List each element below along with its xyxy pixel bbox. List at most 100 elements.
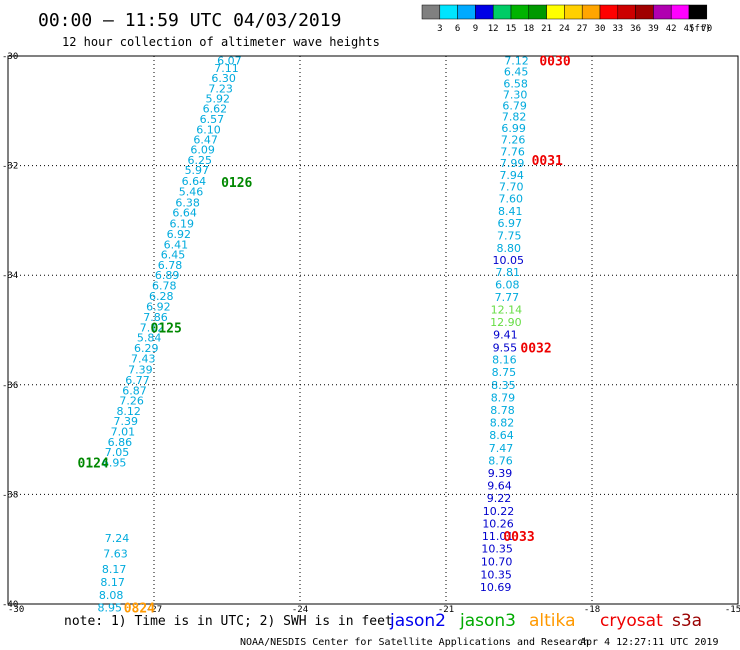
wave-height-label: 8.82: [490, 417, 515, 430]
wave-height-label: 7.23: [208, 82, 233, 95]
wave-height-label: 6.47: [193, 133, 218, 146]
wave-height-label: 6.92: [167, 228, 192, 241]
wave-height-label: 6.10: [196, 123, 221, 136]
wave-height-label: 6.89: [155, 269, 180, 282]
y-tick-label: -40: [2, 600, 18, 610]
footer-timestamp: Apr 4 12:27:11 UTC 2019: [580, 637, 718, 648]
colorbar-label: 39: [648, 24, 659, 34]
colorbar-swatch: [492, 4, 512, 20]
wave-height-label: 7.01: [111, 425, 136, 438]
colorbar-swatch: [688, 4, 708, 20]
wave-height-label: 7.12: [504, 54, 529, 67]
wave-height-label: 6.86: [108, 436, 133, 449]
wave-height-label: 10.69: [480, 581, 512, 594]
wave-height-label: 8.79: [491, 391, 516, 404]
time-label: 0030: [539, 54, 570, 69]
colorbar-swatch: [546, 4, 565, 20]
legend-item: jason2: [389, 611, 446, 631]
legend-item: s3a: [672, 611, 702, 631]
wave-height-label: 6.97: [498, 217, 523, 230]
wave-height-label: 6.78: [152, 280, 177, 293]
colorbar-swatch: [653, 4, 672, 20]
colorbar-label: 18: [523, 24, 534, 34]
legend-item: altika: [529, 611, 576, 631]
colorbar: 3 6 9 12 15 18 21 24 27 30 33 36 39 42 45 70(ft): [421, 4, 712, 34]
wave-height-label: 6.99: [501, 122, 526, 135]
colorbar-label: 12: [488, 24, 499, 34]
wave-height-label: 6.38: [175, 196, 200, 209]
colorbar-swatch: [457, 4, 476, 20]
wave-height-label: 7.05: [105, 446, 130, 459]
wave-height-label: 7.26: [501, 133, 526, 146]
wave-height-label: 6.25: [187, 154, 212, 167]
wave-height-label: 7.60: [498, 192, 523, 205]
wave-height-label: 11.01: [482, 530, 514, 543]
wave-height-label: 7.43: [131, 352, 156, 365]
chart-title: 00:00 – 11:59 UTC 04/03/2019: [38, 10, 341, 31]
colorbar-label: 36: [630, 24, 641, 34]
wave-height-label: 9.41: [493, 328, 518, 341]
wave-height-label: 9.22: [487, 492, 512, 505]
wave-height-label: 6.07: [217, 54, 242, 67]
colorbar-unit: (ft): [689, 24, 711, 34]
colorbar-swatch: [528, 4, 547, 20]
plot-border: [7, 55, 739, 605]
wave-height-label: 6.30: [211, 72, 236, 85]
y-tick-label: -38: [2, 490, 18, 500]
wave-height-label: 10.26: [482, 517, 514, 530]
wave-height-label: 7.39: [128, 363, 153, 376]
axis-ticks: -30 -27 -24 -21 -18 -15 -30 -32 -34 -36 -38 -40: [2, 52, 740, 615]
wave-height-label: 7.82: [502, 110, 527, 123]
colorbar-swatch: [475, 4, 494, 20]
wave-height-label: 9.39: [488, 467, 513, 480]
colorbar-swatch: [599, 4, 619, 20]
time-label: 0125: [151, 321, 182, 336]
colorbar-label: 70: [701, 24, 712, 34]
wave-height-label: 7.75: [497, 230, 522, 243]
time-label: 0124: [78, 457, 109, 472]
wave-height-label: 12.90: [490, 316, 522, 329]
colorbar-label: 30: [595, 24, 606, 34]
wave-height-label: 8.41: [498, 205, 523, 218]
wave-height-label: 10.05: [493, 254, 525, 267]
colorbar-label: 42: [666, 24, 677, 34]
wave-height-label: 7.94: [499, 169, 524, 182]
wave-height-label: 12.14: [491, 304, 523, 317]
y-tick-label: -32: [2, 162, 18, 172]
colorbar-swatch: [510, 4, 530, 20]
wave-height-label: 6.19: [169, 218, 194, 231]
x-tick-label: -24: [292, 605, 308, 615]
x-tick-label: -15: [725, 605, 740, 615]
wave-height-label: 10.22: [483, 505, 515, 518]
wave-height-label: 6.08: [495, 279, 520, 292]
wave-height-label: 6.79: [502, 99, 527, 112]
wave-height-label: 8.78: [490, 404, 515, 417]
wave-height-label: 8.08: [99, 589, 124, 602]
wave-height-label: 8.17: [100, 576, 125, 589]
wave-height-label: 6.78: [158, 259, 183, 272]
wave-height-label: 7.77: [495, 291, 520, 304]
wave-height-label: 6.77: [125, 374, 150, 387]
time-labels: 0126 0125 0124 0824 0030 0031 0032 0033: [78, 54, 571, 616]
wave-height-label: 6.64: [172, 207, 197, 220]
wave-height-label: 8.16: [492, 354, 517, 367]
note-text: note: 1) Time is in UTC; 2) SWH is in fe…: [64, 614, 393, 629]
wave-height-label: 7.24: [105, 532, 130, 545]
wave-height-label: 6.58: [503, 77, 528, 90]
wave-height-label: 7.26: [119, 395, 144, 408]
x-tick-label: -27: [146, 605, 162, 615]
plot-area: [7, 55, 739, 605]
y-tick-label: -30: [2, 52, 18, 62]
wave-height-label: 6.95: [102, 457, 127, 470]
wave-height-label: 5.46: [179, 185, 204, 198]
x-tick-label: -21: [438, 605, 454, 615]
wave-height-label: 6.29: [134, 342, 159, 355]
colorbar-swatch: [439, 4, 458, 20]
wave-height-label: 6.92: [146, 300, 171, 313]
wave-height-label: 6.09: [190, 144, 215, 157]
wave-height-label: 7.63: [103, 548, 128, 561]
wave-height-label: 7.30: [503, 88, 528, 101]
wave-height-label: 8.76: [488, 454, 513, 467]
time-label: 0033: [503, 530, 534, 545]
